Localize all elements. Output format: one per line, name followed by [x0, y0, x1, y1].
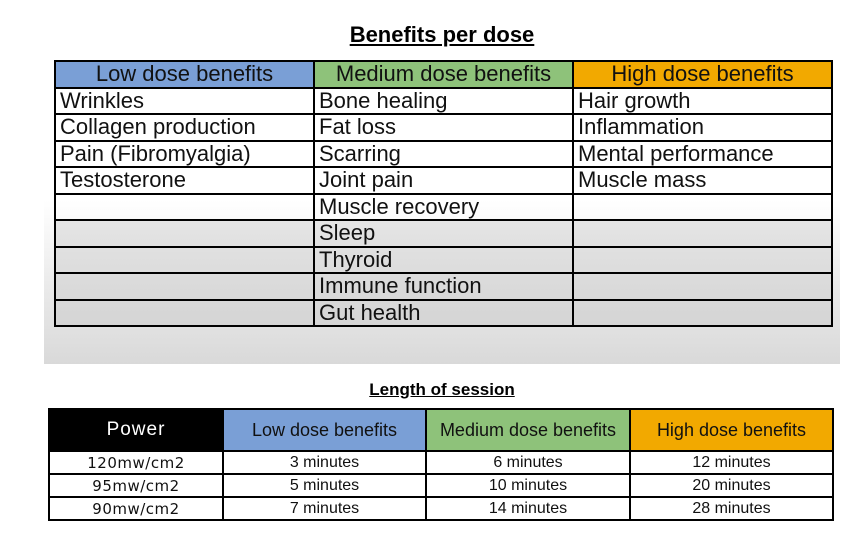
low-dose-cell: [54, 272, 315, 301]
low-dose-cell: [54, 245, 315, 274]
low-dose-time: 5 minutes: [222, 473, 427, 498]
medium-dose-cell: Gut health: [313, 298, 574, 327]
medium-dose-time: 14 minutes: [425, 496, 631, 521]
page-edge: [842, 0, 856, 553]
medium-dose-cell: Muscle recovery: [313, 192, 574, 221]
low-dose-cell: [54, 219, 315, 248]
table-row: Collagen production Fat loss Inflammatio…: [54, 113, 833, 142]
table-row: Testosterone Joint pain Muscle mass: [54, 166, 833, 195]
table-row: Sleep: [54, 219, 833, 248]
table-row: 90mw/cm2 7 minutes 14 minutes 28 minutes: [48, 496, 834, 521]
session-title: Length of session: [369, 380, 515, 399]
high-dose-time: 20 minutes: [629, 473, 834, 498]
power-cell: 95mw/cm2: [48, 473, 224, 498]
low-dose-cell: Testosterone: [54, 166, 315, 195]
table-row: 120mw/cm2 3 minutes 6 minutes 12 minutes: [48, 450, 834, 475]
session-panel: Length of session Power Low dose benefit…: [44, 366, 840, 536]
medium-dose-cell: Thyroid: [313, 245, 574, 274]
header-low-dose: Low dose benefits: [54, 60, 315, 89]
low-dose-time: 7 minutes: [222, 496, 427, 521]
header-high-dose: High dose benefits: [572, 60, 833, 89]
low-dose-cell: [54, 192, 315, 221]
high-dose-cell: Muscle mass: [572, 166, 833, 195]
table-row: Immune function: [54, 272, 833, 301]
session-table: Power Low dose benefits Medium dose bene…: [48, 408, 834, 521]
header-power: Power: [48, 408, 224, 452]
table-row: Wrinkles Bone healing Hair growth: [54, 86, 833, 115]
high-dose-time: 12 minutes: [629, 450, 834, 475]
header-medium-dose: Medium dose benefits: [425, 408, 631, 452]
high-dose-cell: [572, 192, 833, 221]
medium-dose-cell: Joint pain: [313, 166, 574, 195]
medium-dose-cell: Scarring: [313, 139, 574, 168]
benefits-header-row: Low dose benefits Medium dose benefits H…: [54, 60, 833, 89]
medium-dose-cell: Fat loss: [313, 113, 574, 142]
medium-dose-time: 10 minutes: [425, 473, 631, 498]
low-dose-time: 3 minutes: [222, 450, 427, 475]
high-dose-cell: [572, 245, 833, 274]
benefits-panel: Benefits per dose Low dose benefits Medi…: [44, 0, 840, 364]
low-dose-cell: Pain (Fibromyalgia): [54, 139, 315, 168]
power-cell: 120mw/cm2: [48, 450, 224, 475]
high-dose-cell: [572, 298, 833, 327]
medium-dose-cell: Immune function: [313, 272, 574, 301]
low-dose-cell: Wrinkles: [54, 86, 315, 115]
header-high-dose: High dose benefits: [629, 408, 834, 452]
high-dose-cell: [572, 219, 833, 248]
power-cell: 90mw/cm2: [48, 496, 224, 521]
medium-dose-cell: Sleep: [313, 219, 574, 248]
medium-dose-time: 6 minutes: [425, 450, 631, 475]
table-row: Pain (Fibromyalgia) Scarring Mental perf…: [54, 139, 833, 168]
high-dose-cell: Hair growth: [572, 86, 833, 115]
low-dose-cell: Collagen production: [54, 113, 315, 142]
table-row: 95mw/cm2 5 minutes 10 minutes 20 minutes: [48, 473, 834, 498]
header-medium-dose: Medium dose benefits: [313, 60, 574, 89]
header-low-dose: Low dose benefits: [222, 408, 427, 452]
high-dose-time: 28 minutes: [629, 496, 834, 521]
table-row: Muscle recovery: [54, 192, 833, 221]
high-dose-cell: Mental performance: [572, 139, 833, 168]
table-row: Thyroid: [54, 245, 833, 274]
low-dose-cell: [54, 298, 315, 327]
medium-dose-cell: Bone healing: [313, 86, 574, 115]
session-header-row: Power Low dose benefits Medium dose bene…: [48, 408, 834, 452]
benefits-title: Benefits per dose: [349, 22, 535, 47]
high-dose-cell: [572, 272, 833, 301]
high-dose-cell: Inflammation: [572, 113, 833, 142]
benefits-table: Low dose benefits Medium dose benefits H…: [54, 60, 833, 327]
table-row: Gut health: [54, 298, 833, 327]
